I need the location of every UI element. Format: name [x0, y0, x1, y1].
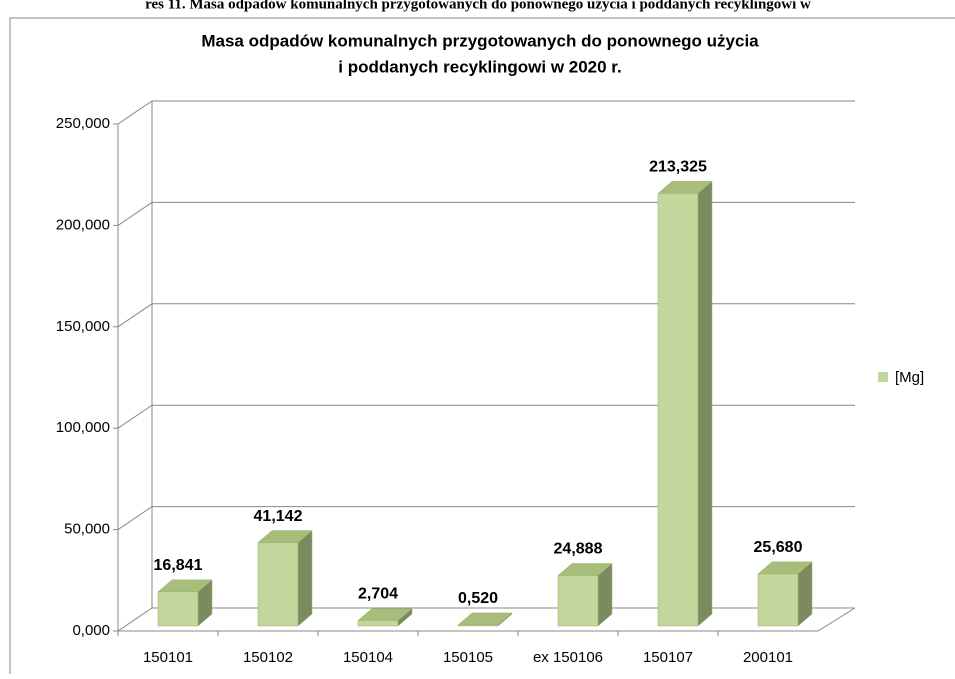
x-tick-label: 150104	[343, 649, 393, 666]
bar	[457, 612, 513, 627]
bar	[657, 180, 713, 627]
grid-line	[117, 506, 855, 531]
caption: res 11. Masa odpadów komunalnych przygot…	[145, 0, 811, 12]
floor	[118, 607, 856, 632]
bar-side	[297, 530, 313, 627]
bar-side	[697, 180, 713, 627]
bar-front	[157, 591, 199, 627]
data-label: 213,325	[649, 159, 707, 176]
data-label: 25,680	[754, 539, 803, 556]
x-tick-label: 150102	[243, 649, 293, 666]
y-tick-label: 50,000	[64, 521, 110, 538]
bar-front	[557, 575, 599, 627]
x-tick-label: 200101	[743, 649, 793, 666]
data-label: 2,704	[358, 586, 398, 603]
x-tick-label: ex 150106	[533, 649, 603, 666]
bar-front	[257, 542, 299, 627]
y-tick-label: 250,000	[56, 115, 110, 132]
grid-line	[117, 201, 855, 226]
y-tick-label: 200,000	[56, 216, 110, 233]
chart-title: Masa odpadów komunalnych przygotowanych …	[201, 31, 759, 50]
y-tick-label: 0,000	[72, 622, 110, 639]
x-tick-label: 150107	[643, 649, 693, 666]
chart-border	[9, 17, 955, 679]
bar	[257, 530, 313, 627]
legend-label: [Mg]	[895, 369, 924, 386]
bar	[557, 562, 613, 627]
data-label: 0,520	[458, 590, 498, 607]
grid-line	[117, 303, 855, 328]
y-tick-label: 150,000	[56, 318, 110, 335]
bar-top	[457, 612, 513, 626]
bar-front	[657, 193, 699, 627]
x-tick-label: 150101	[143, 649, 193, 666]
data-label: 16,841	[154, 557, 203, 574]
y-tick-label: 100,000	[56, 419, 110, 436]
data-label: 41,142	[254, 508, 303, 525]
bar	[157, 579, 213, 627]
legend-swatch	[878, 372, 888, 382]
bar-front	[757, 573, 799, 627]
grid-line	[117, 100, 855, 125]
x-tick-label: 150105	[443, 649, 493, 666]
bar-front	[457, 624, 499, 627]
bar-front	[357, 620, 399, 627]
bar	[757, 561, 813, 627]
grid-line	[117, 607, 855, 632]
chart-title: i poddanych recyklingowi w 2020 r.	[338, 57, 621, 76]
grid-line	[117, 404, 855, 429]
bar	[357, 607, 413, 627]
data-label: 24,888	[554, 541, 603, 558]
